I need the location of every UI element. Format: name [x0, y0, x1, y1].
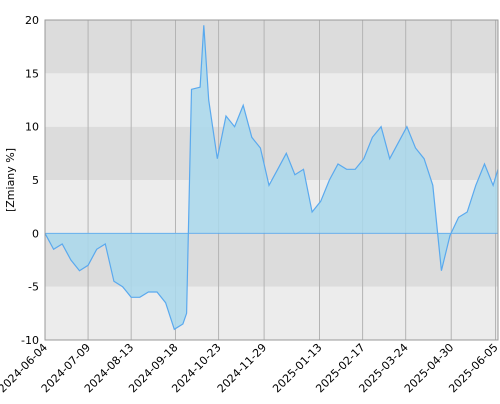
y-tick-label: 20: [25, 14, 39, 27]
y-tick-label: -5: [28, 281, 39, 294]
y-tick-label: -10: [21, 334, 39, 347]
y-tick-label: 0: [32, 227, 39, 240]
plot-frame: [44, 19, 499, 341]
y-tick-label: 15: [25, 67, 39, 80]
y-tick-label: 10: [25, 121, 39, 134]
area: [45, 25, 498, 330]
band: [45, 286, 498, 340]
x-tick-label: 2024-11-29: [215, 341, 269, 395]
y-tick-label: 5: [32, 174, 39, 187]
band: [45, 73, 498, 127]
line: [44, 25, 499, 331]
band: [45, 20, 498, 74]
y-axis-label: [Zmiany %]: [4, 148, 17, 212]
band: [45, 126, 498, 180]
